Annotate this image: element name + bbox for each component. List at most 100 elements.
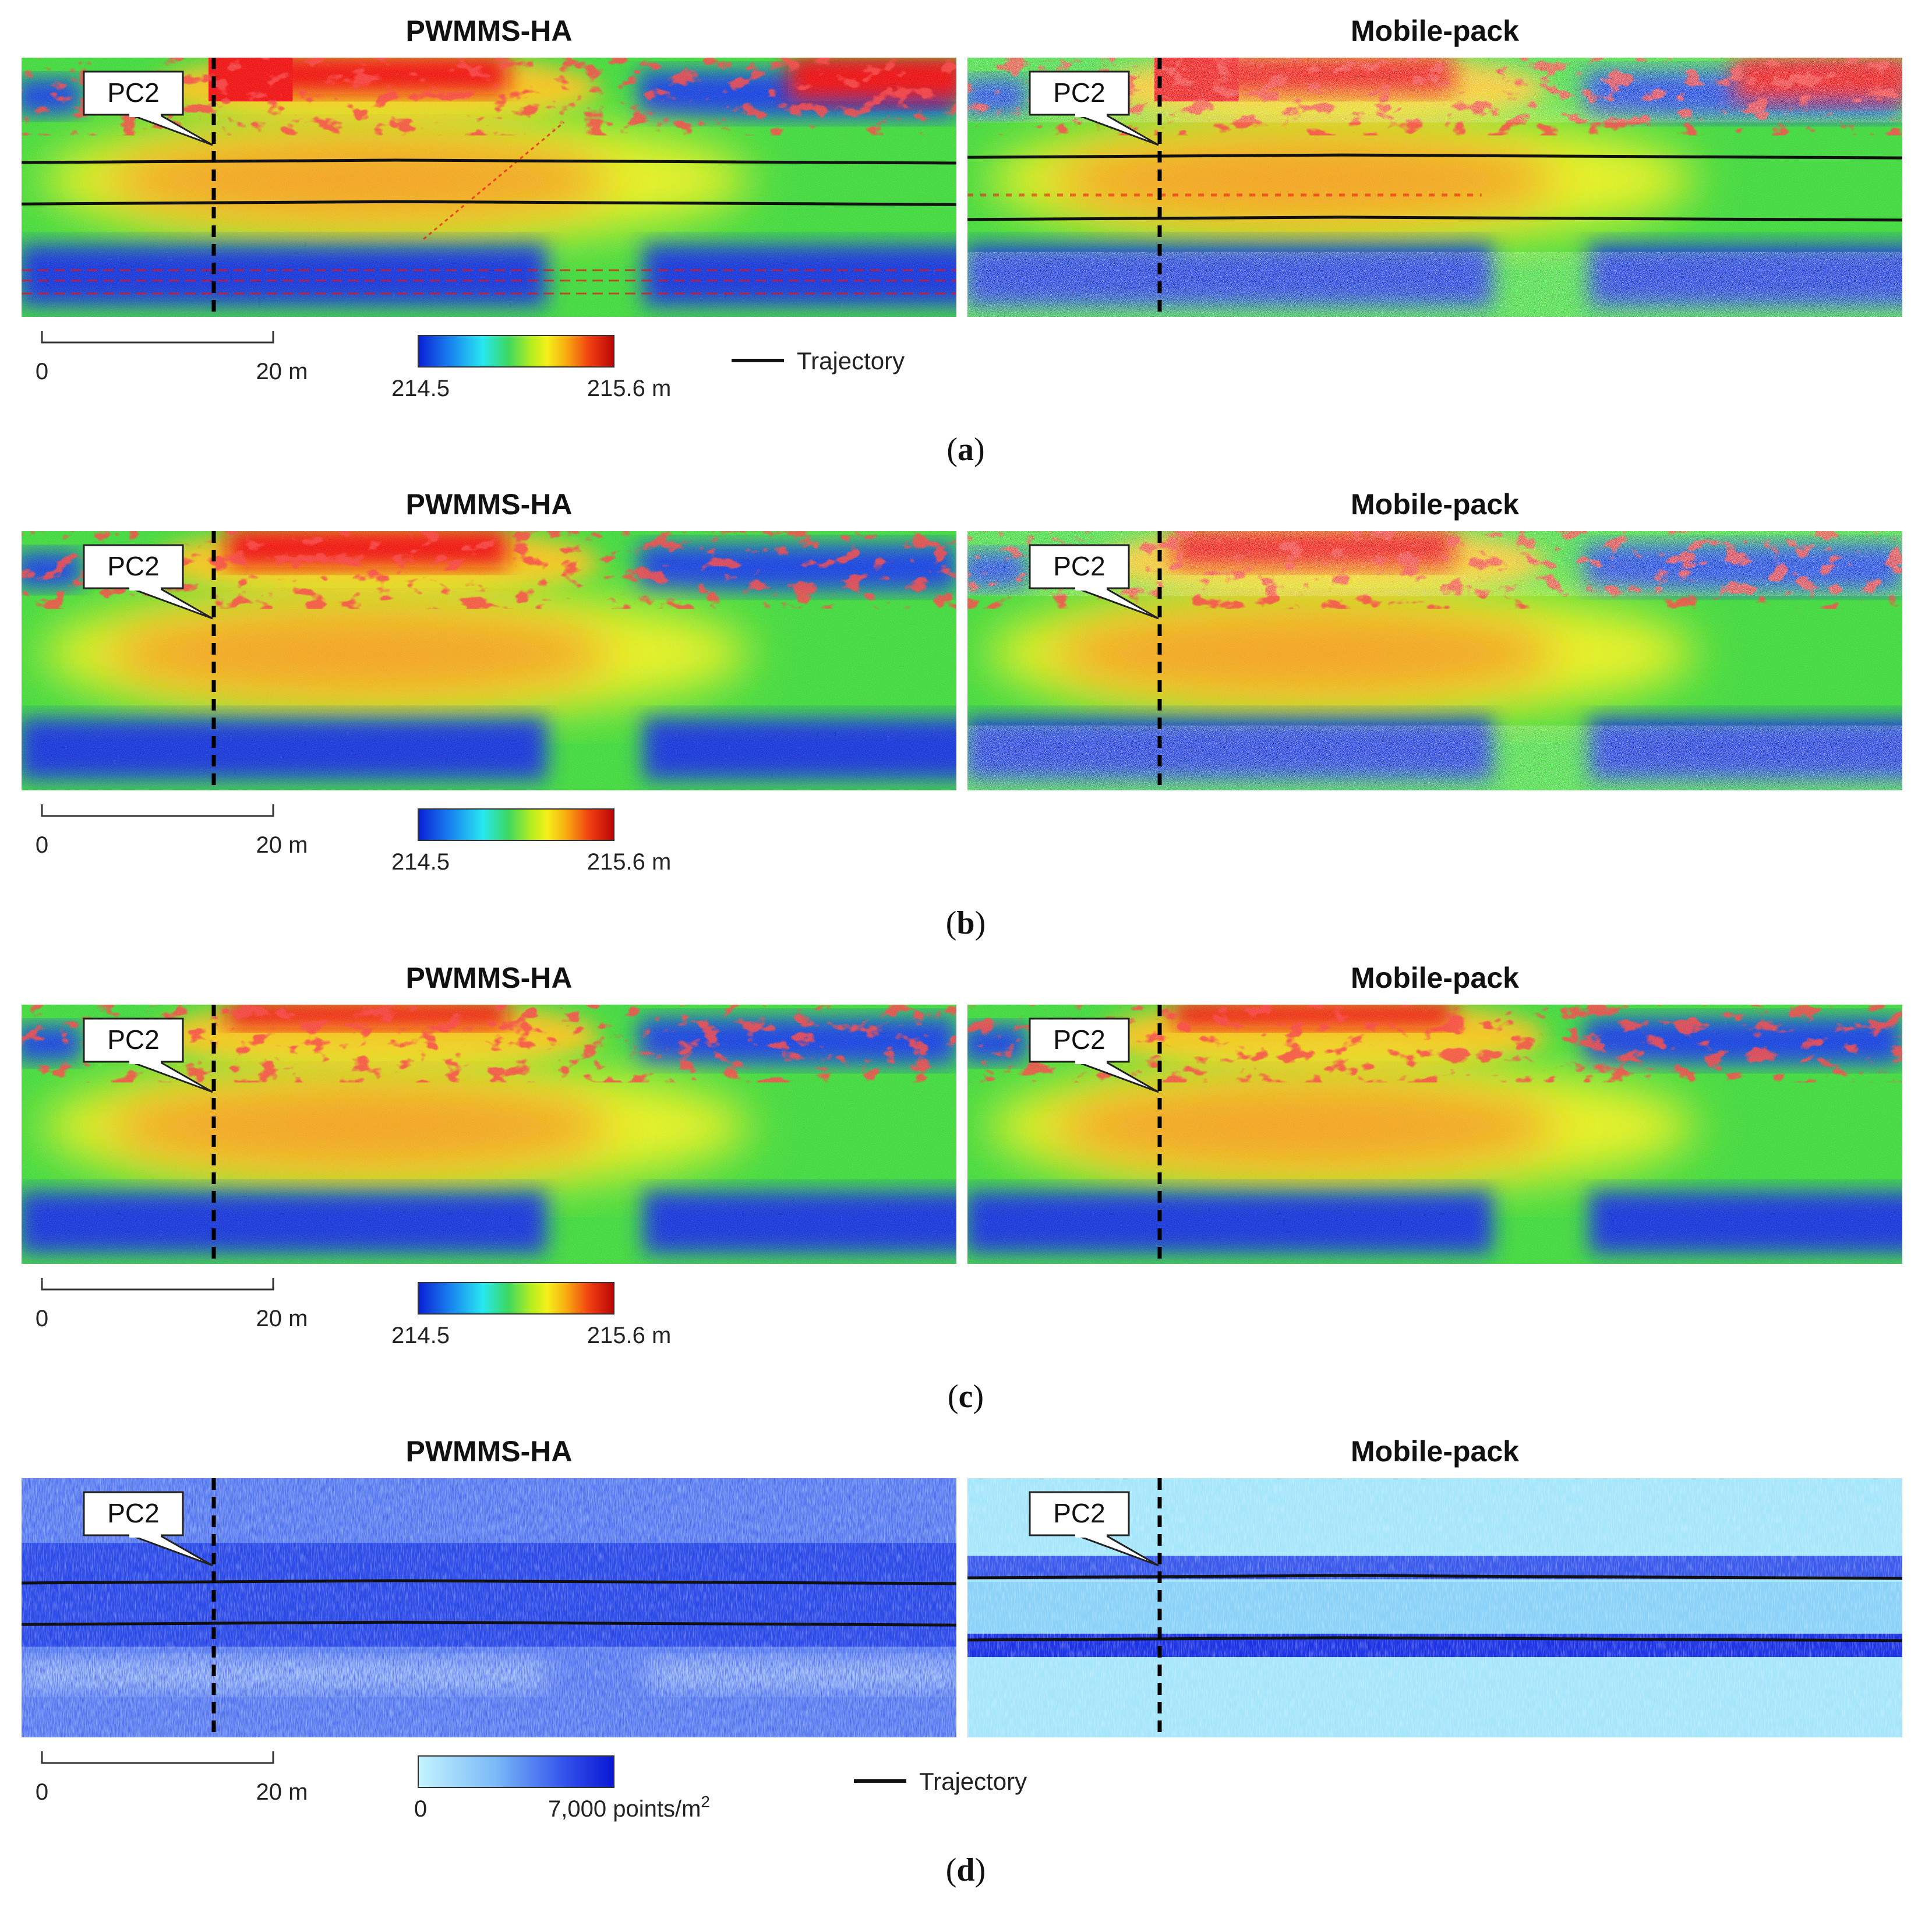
- colorbar-ramp: [418, 335, 614, 368]
- pc2-callout-pointer: [1076, 1061, 1159, 1093]
- pc2-callout-pointer: [130, 1061, 213, 1093]
- panel-caption: (d): [946, 1852, 986, 1888]
- colorbar-max-sup: 2: [701, 1793, 710, 1811]
- sparse-speckle-bottom: [967, 252, 1902, 317]
- pc2-callout-box: [83, 1491, 184, 1536]
- heatmap-left: PC2: [21, 1478, 957, 1737]
- colorbar-max-label: 215.6 m: [587, 376, 672, 401]
- pc2-label: PC2: [1053, 77, 1105, 108]
- panel-title-left: PWMMS-HA: [405, 1435, 572, 1468]
- trajectory-legend: Trajectory: [854, 1768, 1027, 1795]
- pc2-label: PC2: [107, 1498, 159, 1528]
- caption-open: (: [946, 432, 958, 468]
- heatmap-right: PC2: [967, 58, 1903, 317]
- pc2-callout-pointer: [1076, 114, 1159, 146]
- colorbar-min-label: 214.5: [391, 1323, 450, 1348]
- trajectory-line-0: [21, 1579, 957, 1585]
- panels-root: PWMMS-HA Mobile-pack PC2 PC2 0 20 m 214.5 215.6…: [21, 15, 1903, 1888]
- trajectory-line-1: [21, 1620, 957, 1627]
- scale-bar: 0 20 m: [36, 804, 308, 858]
- panel-title-left: PWMMS-HA: [405, 488, 572, 521]
- heatmap-right-layers: [967, 1005, 1902, 1264]
- heatmap-left: PC2: [21, 58, 957, 317]
- noise-diagonal: [423, 122, 564, 240]
- colorbar: 214.5 215.6 m: [391, 335, 671, 401]
- pc2-callout-pointer: [130, 1534, 213, 1567]
- trajectory-legend: Trajectory: [732, 347, 905, 374]
- scale-start-label: 0: [36, 1306, 48, 1331]
- colorbar: 0 7,000 points/m2: [414, 1755, 710, 1822]
- trajectory-line-0: [967, 1574, 1903, 1580]
- scale-start-label: 0: [36, 359, 48, 384]
- pc2-callout-join: [1075, 1533, 1107, 1538]
- panel-a: PWMMS-HA Mobile-pack PC2 PC2 0 20 m 214.5 215.6…: [21, 15, 1903, 468]
- pc2-callout-join: [1075, 1059, 1107, 1064]
- caption-letter: c: [959, 1379, 973, 1415]
- caption-open: (: [946, 905, 957, 941]
- panel-caption: (c): [948, 1379, 984, 1415]
- colorbar-max-label: 215.6 m: [587, 1323, 672, 1348]
- caption-letter: a: [958, 432, 974, 468]
- pc2-label: PC2: [107, 551, 159, 581]
- panel-b: PWMMS-HA Mobile-pack PC2 PC2 0 20 m 214.5 215.6…: [22, 488, 1902, 941]
- pc2-callout-box: [83, 1017, 184, 1063]
- caption-close: ): [975, 1852, 986, 1888]
- panel-title-right: Mobile-pack: [1351, 1435, 1519, 1468]
- panel-caption: (b): [946, 905, 986, 941]
- pc2-callout-pointer: [130, 587, 213, 620]
- pc2-label: PC2: [1053, 551, 1105, 581]
- scale-end-label: 20 m: [256, 1306, 308, 1331]
- heatmap-right: PC2: [967, 1005, 1902, 1264]
- panel-c: PWMMS-HA Mobile-pack PC2 PC2 0 20 m 214.5 215.6…: [22, 962, 1902, 1415]
- scale-bar: 0 20 m: [36, 331, 308, 384]
- caption-open: (: [946, 1852, 957, 1888]
- pc2-callout-box: [1029, 1017, 1130, 1063]
- density-left-layers: [22, 1478, 956, 1737]
- pc2-callout-join: [129, 112, 161, 117]
- caption-letter: b: [956, 905, 974, 941]
- colorbar-max-text: 215.6 m: [587, 849, 672, 875]
- scale-end-label: 20 m: [256, 359, 308, 384]
- heatmap-right: PC2: [967, 1478, 1903, 1737]
- colorbar-ramp: [418, 1755, 614, 1788]
- caption-close: ): [975, 905, 986, 941]
- colorbar-max-text: 7,000 points/m: [548, 1796, 701, 1822]
- panel-title-left: PWMMS-HA: [405, 15, 572, 47]
- heatmap-left: PC2: [22, 531, 956, 790]
- pc2-callout-join: [1075, 586, 1107, 591]
- legend-label: Trajectory: [797, 347, 905, 374]
- sparse-speckle-bottom: [967, 725, 1902, 790]
- trajectory-line-0: [967, 153, 1903, 160]
- scale-bar-line: [41, 1278, 274, 1291]
- trajectory-line-1: [967, 1636, 1903, 1642]
- trajectory-line-0: [21, 158, 957, 165]
- scale-bar-line: [41, 331, 274, 344]
- caption-open: (: [948, 1379, 959, 1415]
- colorbar-max-text: 215.6 m: [587, 1323, 672, 1348]
- colorbar-min-label: 214.5: [391, 376, 450, 401]
- panel-title-right: Mobile-pack: [1351, 488, 1519, 521]
- scale-end-label: 20 m: [256, 1779, 308, 1805]
- pc2-label: PC2: [107, 1024, 159, 1055]
- scale-start-label: 0: [36, 1779, 48, 1805]
- heatmap-left: PC2: [22, 1005, 956, 1264]
- scale-bar: 0 20 m: [36, 1278, 308, 1331]
- scale-bar-line: [41, 804, 274, 817]
- scale-end-label: 20 m: [256, 832, 308, 858]
- colorbar-min-label: 0: [414, 1796, 427, 1822]
- pc2-callout-pointer: [1076, 587, 1159, 620]
- trajectory-line-1: [967, 215, 1903, 222]
- colorbar-max-label: 215.6 m: [587, 849, 672, 875]
- trajectory-line-1: [21, 200, 957, 206]
- panel-caption: (a): [946, 432, 984, 468]
- scale-bar: 0 20 m: [36, 1751, 308, 1805]
- pc2-callout-box: [1029, 1491, 1130, 1536]
- panel-title-right: Mobile-pack: [1351, 15, 1519, 47]
- pc2-callout-join: [129, 1533, 161, 1538]
- caption-close: ): [974, 432, 985, 468]
- colorbar-ramp: [418, 808, 614, 841]
- colorbar: 214.5 215.6 m: [391, 1282, 671, 1348]
- panel-title-left: PWMMS-HA: [405, 962, 572, 994]
- pc2-callout-box: [83, 70, 184, 116]
